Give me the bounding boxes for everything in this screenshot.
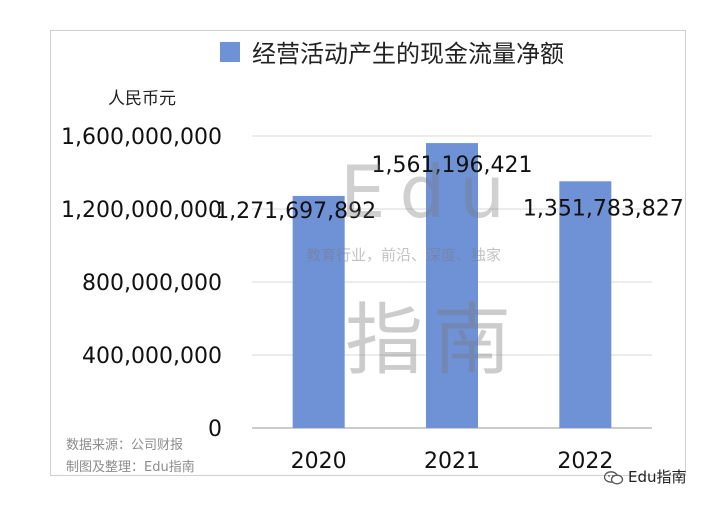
- y-tick-label: 800,000,000: [82, 271, 222, 296]
- bar: [426, 143, 478, 428]
- chart-frame: [50, 30, 686, 476]
- bar: [292, 195, 345, 428]
- wechat-label: Edu指南: [628, 468, 687, 486]
- y-tick-label: 0: [208, 417, 222, 442]
- legend-label: 经营活动产生的现金流量净额: [252, 40, 564, 68]
- credit-note: 制图及整理：Edu指南: [66, 460, 195, 475]
- y-tick-label: 400,000,000: [82, 344, 222, 369]
- y-axis-unit-label: 人民币元: [108, 89, 176, 109]
- bar: [559, 181, 612, 428]
- y-tick-label: 1,200,000,000: [61, 198, 222, 223]
- watermark-chinese: 指南: [345, 296, 522, 386]
- y-tick-label: 1,600,000,000: [61, 125, 222, 150]
- x-tick-label: 2020: [291, 449, 347, 474]
- data-label: 1,351,783,827: [523, 196, 684, 221]
- wechat-icon: [603, 470, 624, 484]
- x-tick-label: 2022: [557, 449, 613, 474]
- x-tick-label: 2021: [424, 449, 480, 474]
- wechat-account[interactable]: Edu指南: [603, 466, 687, 487]
- data-source-note: 数据来源：公司财报: [66, 438, 184, 453]
- legend: 经营活动产生的现金流量净额: [220, 34, 564, 69]
- legend-swatch: [220, 41, 240, 62]
- watermark-slogan: 教育行业，前沿、深度、独家: [306, 246, 502, 264]
- data-label: 1,271,697,892: [215, 199, 376, 224]
- watermark-latin: Edu: [340, 150, 519, 234]
- data-label: 1,561,196,421: [372, 153, 533, 178]
